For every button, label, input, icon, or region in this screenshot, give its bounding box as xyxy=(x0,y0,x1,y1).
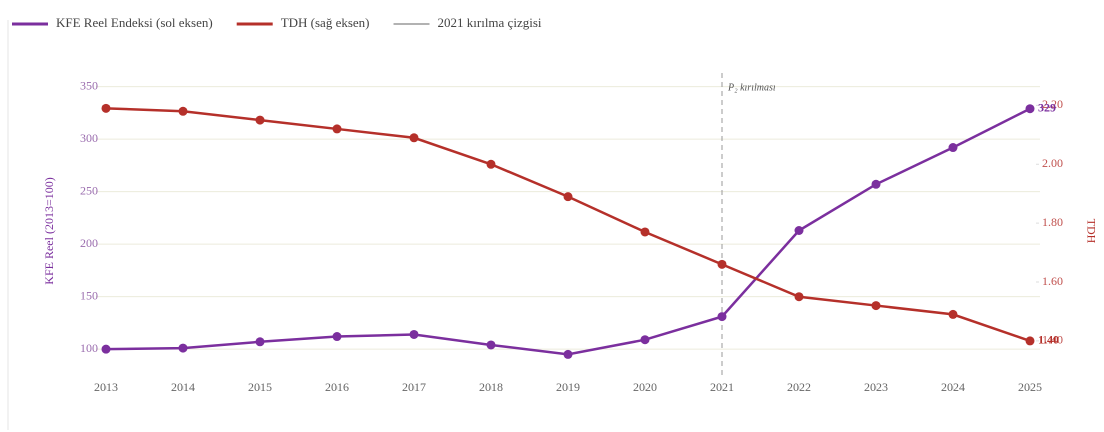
end-label: 329 xyxy=(1038,100,1056,114)
y2-tick-label: 2.00 xyxy=(1042,156,1063,170)
point xyxy=(948,143,958,153)
point xyxy=(101,103,111,113)
y-tick-label: 150 xyxy=(80,288,98,302)
point xyxy=(409,133,419,143)
x-tick-label: 2020 xyxy=(633,380,657,394)
point xyxy=(178,343,188,353)
x-tick-label: 2023 xyxy=(864,380,888,394)
point xyxy=(871,179,881,189)
series-line xyxy=(105,107,1031,343)
y2-tick-label: 1.40 xyxy=(1042,333,1063,347)
point xyxy=(486,159,496,169)
point xyxy=(101,344,111,354)
y2-axis-label: TDH xyxy=(1084,219,1098,244)
point xyxy=(486,340,496,350)
point xyxy=(1025,104,1035,114)
point xyxy=(640,227,650,237)
point xyxy=(794,226,804,235)
point xyxy=(563,349,573,359)
x-tick-label: 2015 xyxy=(248,380,272,394)
y2-tick-label: 1.80 xyxy=(1042,215,1063,229)
point xyxy=(717,259,727,269)
y-tick-label: 300 xyxy=(80,131,98,145)
x-tick-label: 2022 xyxy=(787,380,811,394)
legend-label: KFE Reel Endeksi (sol eksen) xyxy=(56,15,213,30)
point xyxy=(178,106,188,116)
point xyxy=(255,115,265,125)
x-tick-label: 2018 xyxy=(479,380,503,394)
series-line xyxy=(105,107,1031,356)
point xyxy=(409,329,419,339)
x-tick-label: 2016 xyxy=(325,380,349,394)
x-tick-label: 2013 xyxy=(94,380,118,394)
point xyxy=(717,312,727,322)
x-tick-label: 2025 xyxy=(1018,380,1042,394)
point xyxy=(640,335,650,345)
y-tick-label: 250 xyxy=(80,183,98,197)
x-tick-label: 2021 xyxy=(710,380,734,394)
point xyxy=(255,337,265,347)
point xyxy=(871,301,881,311)
y-axis-label: KFE Reel (2013=100) xyxy=(42,177,56,284)
legend-label: TDH (sağ eksen) xyxy=(281,15,370,30)
x-tick-label: 2019 xyxy=(556,380,580,394)
point xyxy=(948,309,958,319)
y-tick-label: 200 xyxy=(80,236,98,250)
point xyxy=(332,124,342,134)
y-tick-label: 100 xyxy=(80,341,98,355)
x-tick-label: 2014 xyxy=(171,380,195,394)
legend-label: 2021 kırılma çizgisi xyxy=(438,15,542,30)
y2-tick-label: 2.20 xyxy=(1042,97,1063,111)
point xyxy=(332,332,342,342)
x-tick-label: 2024 xyxy=(941,380,965,394)
x-tick-label: 2017 xyxy=(402,380,426,394)
end-label: 1.40 xyxy=(1038,333,1059,347)
y-tick-label: 350 xyxy=(80,78,98,92)
break-annotation: P₂ kırılması xyxy=(727,82,776,93)
point xyxy=(563,192,573,202)
y2-tick-label: 1.60 xyxy=(1042,274,1063,288)
point xyxy=(1025,336,1035,346)
point xyxy=(794,292,804,302)
